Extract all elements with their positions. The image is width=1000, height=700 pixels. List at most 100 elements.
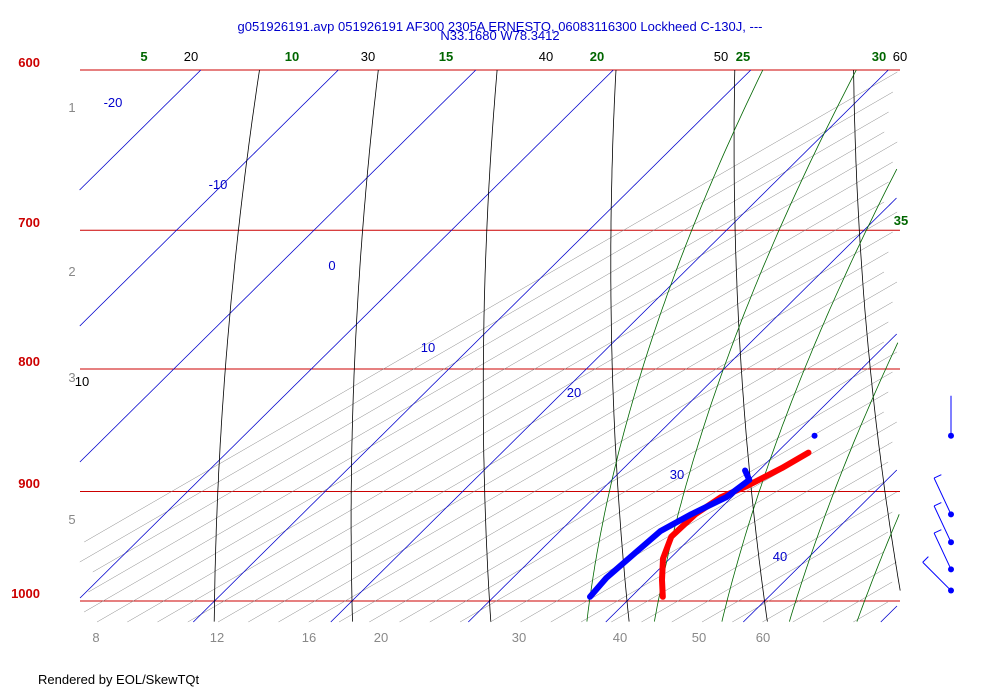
mixing-ratio-line — [157, 201, 885, 623]
pressure-label-700: 700 — [18, 215, 40, 230]
isotherm-label: -10 — [209, 177, 228, 192]
isotherm-label: -20 — [104, 95, 123, 110]
mixing-ratio-line — [96, 161, 893, 623]
mixing-ratio-label: 12 — [210, 630, 224, 645]
moist-adiabat-label: 30 — [872, 49, 886, 64]
mixing-ratio-line — [84, 71, 898, 543]
pressure-label-600: 600 — [18, 55, 40, 70]
isotherm-label: 30 — [670, 467, 684, 482]
mixing-ratio-label: 20 — [374, 630, 388, 645]
mixing-ratio-line — [732, 531, 889, 623]
isotherm-30 — [743, 469, 898, 623]
wind-barb-flag — [933, 502, 942, 507]
mixing-ratio-line — [701, 511, 893, 623]
isotherm--40 — [79, 69, 339, 327]
wind-barb-0 — [948, 395, 954, 439]
mixing-ratio-line — [399, 341, 885, 623]
isotherm--30 — [79, 69, 477, 463]
moist-adiabat-label: 5 — [140, 49, 147, 64]
dry-adiabat-label: 20 — [184, 49, 198, 64]
mixing-ratio-label: 50 — [692, 630, 706, 645]
mixing-ratio-line — [187, 211, 898, 623]
chart-title: g051926191.avp 051926191 AF300 2305A ERN… — [238, 19, 763, 34]
isotherm--20 — [79, 69, 614, 599]
dry-adiabat-label: 30 — [361, 49, 375, 64]
mixing-ratio-label: 40 — [613, 630, 627, 645]
mixing-ratio-line — [429, 351, 898, 623]
isotherm-label: 0 — [328, 258, 335, 273]
isotherm--50 — [79, 69, 202, 191]
isolated-dewpoint-point — [811, 432, 818, 439]
mixing-ratio-line — [792, 561, 897, 623]
wind-barb-staff — [922, 561, 952, 591]
mixing-ratio-line — [580, 441, 893, 623]
dewpoint-trace — [587, 467, 753, 600]
wind-barb-staff — [933, 505, 952, 543]
pressure-label-800: 800 — [18, 354, 40, 369]
moist-adiabat — [586, 69, 764, 622]
mixing-ratio-line — [83, 141, 898, 613]
grid-layer — [79, 69, 901, 623]
wind-barb-flag — [922, 556, 929, 563]
wind-barb-staff — [933, 477, 952, 515]
wind-barb-2 — [933, 502, 954, 546]
mixing-ratio-line — [338, 301, 893, 623]
dry-adiabat — [853, 69, 901, 591]
isotherm--10 — [193, 69, 752, 623]
moist-adiabat-label: 15 — [439, 49, 453, 64]
moist-adiabat — [789, 342, 899, 622]
moist-adiabat — [856, 514, 900, 622]
mixing-ratio-label: 16 — [302, 630, 316, 645]
wind-barb-staff — [933, 532, 952, 570]
wind-barb-3 — [933, 529, 954, 573]
mixing-ratio-line — [369, 321, 889, 623]
mixing-ratio-line — [762, 551, 884, 623]
dry-adiabat-label: 50 — [714, 49, 728, 64]
isotherm-40 — [880, 605, 898, 623]
dry-adiabat — [482, 69, 498, 622]
mixing-ratio-label: 30 — [512, 630, 526, 645]
mixing-ratio-line — [79, 91, 894, 563]
moist-adiabat-label: 35 — [894, 213, 908, 228]
dry-adiabat-label: 40 — [539, 49, 553, 64]
moist-adiabat-label: 25 — [736, 49, 750, 64]
dry-adiabat — [350, 69, 379, 622]
mixing-ratio-line — [248, 251, 889, 623]
mixing-ratio-line — [278, 271, 885, 623]
moist-adiabat-label: 20 — [590, 49, 604, 64]
pressure-label-900: 900 — [18, 476, 40, 491]
label-layer: 600 700 800 900 1000 -20 -10 0 10 20 30 40 10 20 30 40 5… — [11, 49, 908, 645]
mixing-ratio-line — [217, 231, 893, 623]
height-label: 5 — [68, 512, 75, 527]
wind-barb-1 — [933, 474, 954, 518]
wind-barb-flag — [933, 529, 942, 534]
chart-subtitle: N33.1680 W78.3412 — [440, 28, 559, 43]
mixing-ratio-line — [641, 481, 884, 623]
mixing-ratio-line — [520, 411, 884, 623]
mixing-ratio-line — [550, 421, 897, 623]
height-label: 3 — [68, 370, 75, 385]
mixing-ratio-line — [490, 391, 889, 623]
dry-adiabat-label: 60 — [893, 49, 907, 64]
isotherm-0 — [330, 69, 889, 623]
pressure-label-1000: 1000 — [11, 586, 40, 601]
isotherm-label: 20 — [567, 385, 581, 400]
dry-adiabat — [610, 69, 630, 622]
mixing-ratio-line — [88, 131, 885, 593]
mixing-ratio-label: 60 — [756, 630, 770, 645]
data-layer — [587, 432, 818, 600]
mixing-ratio-label: 8 — [92, 630, 99, 645]
mixing-ratio-line — [822, 581, 893, 623]
isotherm-10 — [468, 197, 897, 623]
height-label: 1 — [68, 100, 75, 115]
mixing-ratio-line — [127, 181, 889, 623]
mixing-ratio-line — [459, 371, 893, 623]
wind-barbs — [922, 395, 954, 594]
isotherm-label: 40 — [773, 549, 787, 564]
wind-barb-4 — [922, 556, 954, 594]
wind-barb-flag — [933, 474, 942, 479]
dry-adiabat-label: 10 — [75, 374, 89, 389]
dry-adiabat — [213, 69, 260, 622]
moist-adiabat — [721, 168, 898, 622]
